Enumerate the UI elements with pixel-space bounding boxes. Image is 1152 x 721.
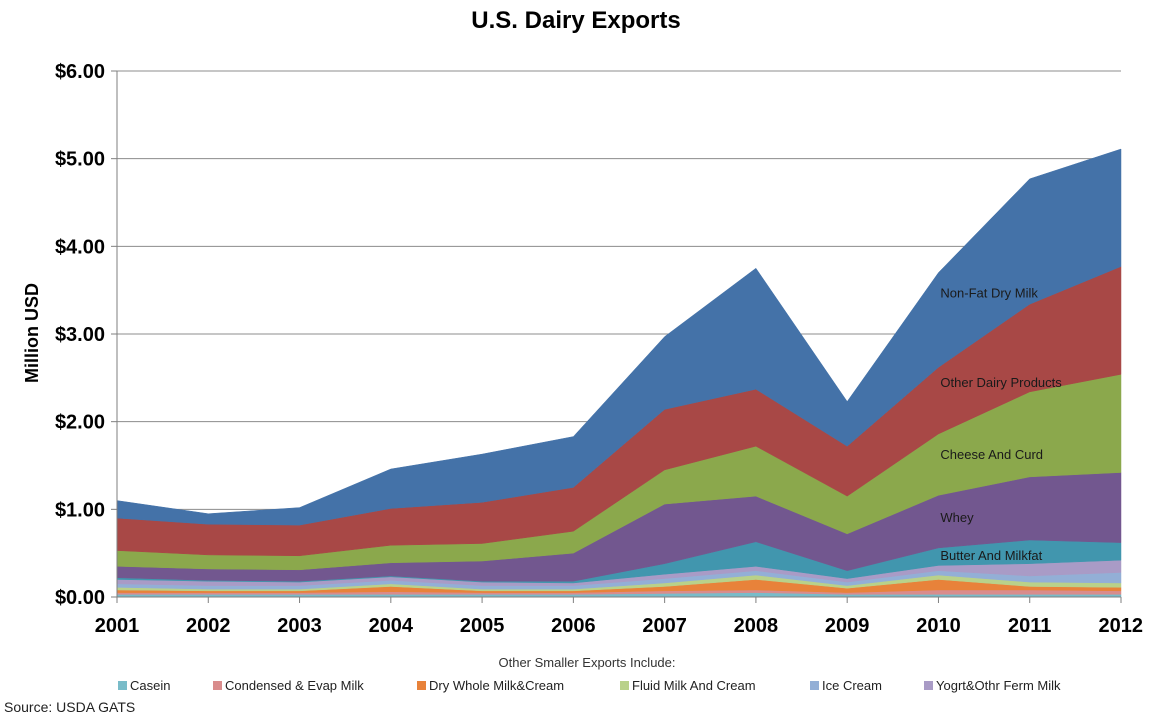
y-axis-label: Million USD [22,283,42,383]
y-tick-label: $2.00 [55,412,105,434]
stacked-areas [116,148,1122,598]
y-tick-label: $6.00 [55,61,105,83]
axes [111,70,1122,603]
legend-swatch [620,681,629,690]
x-tick-label-2005: 2005 [460,615,505,637]
legend-swatch [213,681,222,690]
y-tick-label: $4.00 [55,236,105,258]
legend: Casein Condensed & Evap Milk Dry Whole Mil… [118,678,1061,693]
legend-swatch [810,681,819,690]
area-annotations: Non-Fat Dry Milk Other Dairy Products Chee… [940,286,1062,563]
source-note: Source: USDA GATS [4,699,135,715]
legend-label: Casein [130,678,170,693]
y-tick-label: $1.00 [55,499,105,521]
x-tick-label-2004: 2004 [369,615,414,637]
legend-note: Other Smaller Exports Include: [498,655,675,670]
y-tick-label: $5.00 [55,149,105,171]
x-tick-label-2011: 2011 [1008,615,1051,637]
annotation-butter-and-milkfat: Butter And Milkfat [940,548,1042,563]
chart-title: U.S. Dairy Exports [471,7,680,34]
x-tick-label-2002: 2002 [186,615,231,637]
x-tick-label-2010: 2010 [916,615,961,637]
legend-item-yogrt-othr-ferm-milk: Yogrt&Othr Ferm Milk [924,678,1061,693]
x-tick-label-2007: 2007 [642,615,687,637]
legend-label: Ice Cream [822,678,882,693]
x-tick-label-2001: 2001 [95,615,140,637]
legend-label: Yogrt&Othr Ferm Milk [936,678,1061,693]
legend-swatch [924,681,933,690]
x-tick-label-2008: 2008 [734,615,779,637]
annotation-non-fat-dry-milk: Non-Fat Dry Milk [940,286,1038,301]
legend-item-dry-whole-milk-cream: Dry Whole Milk&Cream [417,678,564,693]
x-tick-label-2012: 2012 [1099,615,1144,637]
legend-swatch [118,681,127,690]
y-tick-label: $0.00 [55,587,105,609]
legend-item-casein: Casein [118,678,170,693]
x-tick-labels: 2001 2002 2003 2004 2005 2006 2007 2008 2009 2010… [95,615,1143,637]
legend-item-ice-cream: Ice Cream [810,678,882,693]
legend-swatch [417,681,426,690]
y-tick-labels: $0.00 $1.00 $2.00 $3.00 $4.00 $5.00 $6.00 [55,61,105,609]
x-tick-label-2009: 2009 [825,615,870,637]
y-tick-label: $3.00 [55,324,105,346]
annotation-whey: Whey [940,510,974,525]
legend-label: Fluid Milk And Cream [632,678,756,693]
x-tick-label-2003: 2003 [277,615,322,637]
legend-item-fluid-milk-and-cream: Fluid Milk And Cream [620,678,756,693]
area-non-fat-dry-milk [116,148,1122,526]
legend-item-condensed-evap-milk: Condensed & Evap Milk [213,678,364,693]
x-tick-label-2006: 2006 [551,615,596,637]
legend-label: Dry Whole Milk&Cream [429,678,564,693]
legend-label: Condensed & Evap Milk [225,678,364,693]
annotation-cheese-and-curd: Cheese And Curd [940,447,1043,462]
annotation-other-dairy-products: Other Dairy Products [940,375,1062,390]
